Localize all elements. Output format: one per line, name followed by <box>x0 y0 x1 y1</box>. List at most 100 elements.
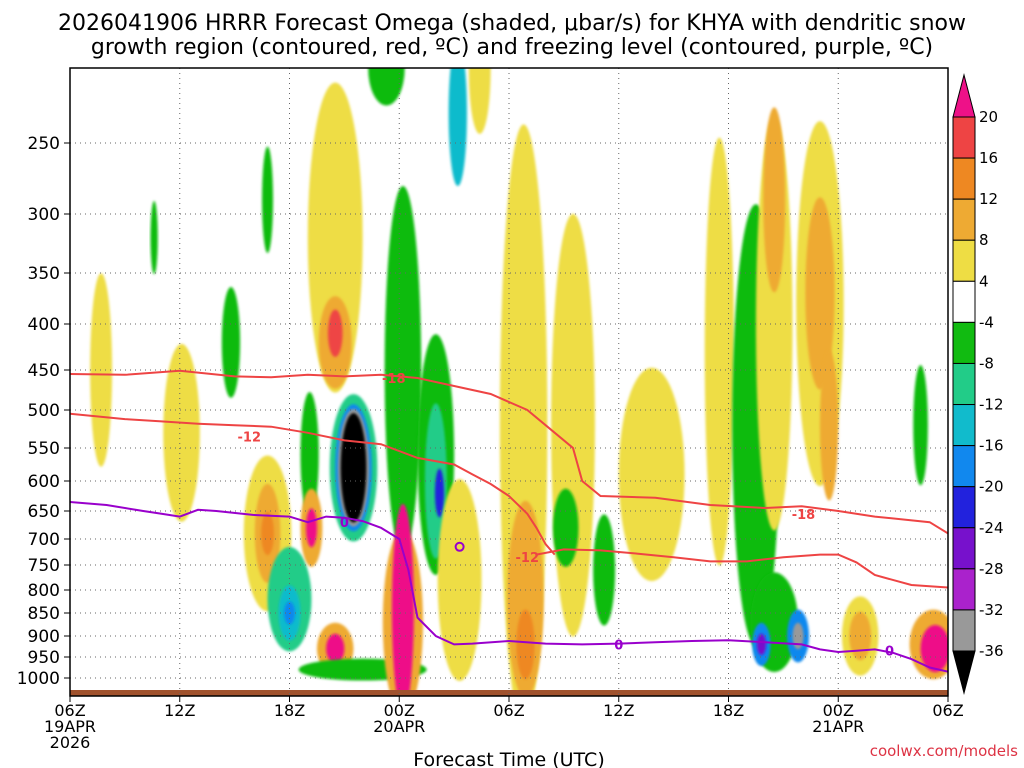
y-tick-label-600: 600 <box>28 472 60 492</box>
omega-cell-30 <box>437 479 482 681</box>
colorbar-label-4: 4 <box>979 272 989 290</box>
x-tick-label-0-1: 19APR <box>44 717 96 736</box>
y-tick-label-250: 250 <box>28 134 60 154</box>
colorbar-label-8: -16 <box>979 437 1004 455</box>
colorbar-box-12 <box>952 568 976 611</box>
y-tick-label-450: 450 <box>28 361 60 381</box>
x-tick-label-0-2: 2026 <box>50 733 91 752</box>
omega-cell-36 <box>507 500 544 696</box>
omega-cell-24 <box>384 186 422 554</box>
colorbar-label-0: 20 <box>979 108 998 126</box>
y-tick-label-750: 750 <box>28 556 60 576</box>
x-tick-label-42-0: 00Z <box>823 701 854 720</box>
x-tick-label-18-1: 20APR <box>373 717 425 736</box>
y-tick-label-550: 550 <box>28 439 60 459</box>
colorbar-label-13: -36 <box>979 642 1004 660</box>
omega-cell-8 <box>300 392 319 518</box>
omega-cell-20 <box>340 413 367 523</box>
x-tick-label-0-0: 06Z <box>54 701 85 720</box>
omega-cell-2 <box>163 343 200 522</box>
y-tick-label-500: 500 <box>28 401 60 421</box>
colorbar-label-11: -28 <box>979 560 1004 578</box>
contour-line-0 <box>70 369 948 535</box>
colorbar-label-5: -4 <box>979 313 994 331</box>
colorbar-box-13 <box>952 609 976 652</box>
freezing-small-circle <box>454 541 465 552</box>
contour-label-4: 0 <box>340 516 349 531</box>
y-tick-label-300: 300 <box>28 205 60 225</box>
y-tick-label-350: 350 <box>28 264 60 284</box>
colorbar-label-9: -20 <box>979 478 1004 496</box>
colorbar-box-6 <box>952 321 976 364</box>
omega-shading-layer <box>90 68 948 696</box>
omega-cell-7 <box>261 511 274 556</box>
omega-cell-45 <box>763 107 786 293</box>
watermark: coolwx.com/models <box>870 742 1018 760</box>
colorbar-box-1 <box>952 116 976 159</box>
x-tick-label-6-0: 12Z <box>164 701 195 720</box>
omega-cell-1 <box>150 201 158 275</box>
colorbar-label-10: -24 <box>979 519 1004 537</box>
omega-cell-58 <box>920 625 948 673</box>
y-tick-label-950: 950 <box>28 648 60 668</box>
omega-cell-41 <box>618 367 685 582</box>
omega-cell-38 <box>551 213 595 637</box>
omega-cell-33 <box>448 68 467 186</box>
x-axis-label: Forecast Time (UTC) <box>413 749 604 768</box>
omega-cell-56 <box>913 365 928 486</box>
contour-line-2 <box>536 548 948 589</box>
omega-cell-13 <box>305 508 317 548</box>
colorbar-label-12: -32 <box>979 601 1004 619</box>
x-tick-label-18-0: 00Z <box>384 701 415 720</box>
colorbar-bottom-triangle <box>952 650 976 695</box>
y-tick-label-900: 900 <box>28 627 60 647</box>
y-tick-label-700: 700 <box>28 530 60 550</box>
contour-line-1 <box>70 412 556 556</box>
omega-cell-39 <box>552 488 579 567</box>
colorbar-box-5 <box>952 280 976 323</box>
chart-title-line-1: 2026041906 HRRR Forecast Omega (shaded, … <box>58 11 966 36</box>
y-tick-label-650: 650 <box>28 502 60 522</box>
freezing-label-extra-1: 0 <box>885 645 894 660</box>
freezing-label-extra-0: 0 <box>614 638 623 653</box>
chart-title-line-2: growth region (contoured, red, ºC) and f… <box>91 35 933 60</box>
omega-cell-53 <box>819 349 839 501</box>
omega-cell-48 <box>756 633 766 656</box>
y-tick-label-850: 850 <box>28 604 60 624</box>
omega-cell-37 <box>516 609 535 680</box>
omega-cell-16 <box>327 309 343 357</box>
colorbar-label-3: 8 <box>979 231 989 249</box>
omega-cell-40 <box>593 514 616 626</box>
omega-cell-26 <box>391 503 414 696</box>
y-axis-ticks: 250 300 350 400 450 500 550 600 650 700 750 800 850 9… <box>17 134 70 689</box>
colorbar-label-7: -12 <box>979 396 1004 414</box>
colorbar-box-2 <box>952 157 976 200</box>
colorbar-label-6: -8 <box>979 354 994 372</box>
omega-cell-31 <box>368 68 405 106</box>
omega-cell-0 <box>90 273 113 467</box>
x-tick-label-24-0: 06Z <box>493 701 524 720</box>
contour-layer: -18 -12 -12 -18 0 0 0 <box>70 369 948 673</box>
x-tick-label-12-0: 18Z <box>274 701 305 720</box>
colorbar-label-2: 12 <box>979 190 998 208</box>
contour-line-4 <box>70 501 948 673</box>
colorbar-box-10 <box>952 486 976 529</box>
colorbar-top-triangle <box>952 73 976 118</box>
colorbar-box-9 <box>952 445 976 488</box>
omega-cell-52 <box>805 197 835 390</box>
omega-cell-14 <box>307 82 363 393</box>
colorbar-box-8 <box>952 404 976 447</box>
omega-cell-29 <box>434 468 445 518</box>
omega-cell-34 <box>468 68 491 134</box>
x-tick-label-48-0: 06Z <box>932 701 963 720</box>
colorbar-box-7 <box>952 362 976 406</box>
contour-label-3: -18 <box>792 508 816 523</box>
contour-label-1: -12 <box>238 431 262 446</box>
colorbar-label-1: 16 <box>979 149 998 167</box>
x-tick-label-42-1: 21APR <box>812 717 864 736</box>
omega-cell-42 <box>704 137 734 566</box>
colorbar-box-4 <box>952 239 976 282</box>
colorbar-box-11 <box>952 527 976 570</box>
